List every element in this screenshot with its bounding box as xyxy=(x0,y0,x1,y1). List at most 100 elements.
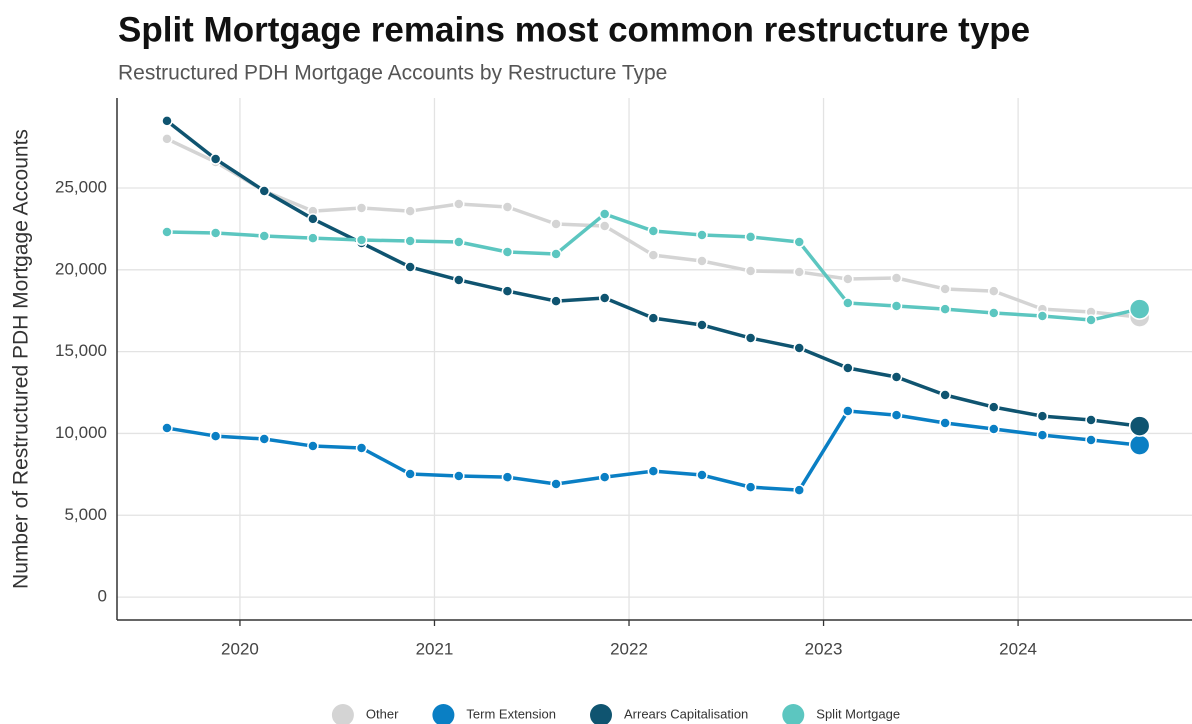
data-point xyxy=(453,274,465,286)
data-point xyxy=(598,292,611,304)
data-point xyxy=(988,423,1000,435)
legend-label: Term Extension xyxy=(466,706,556,721)
data-point xyxy=(355,202,368,214)
legend-swatch xyxy=(782,704,805,724)
data-point xyxy=(258,185,271,197)
data-point xyxy=(501,285,514,297)
data-point xyxy=(1128,298,1151,320)
data-point xyxy=(258,230,271,242)
data-point xyxy=(939,417,951,429)
data-point xyxy=(501,471,514,483)
data-point xyxy=(258,433,271,445)
data-point xyxy=(550,295,562,307)
data-point xyxy=(598,220,611,232)
data-point xyxy=(1128,434,1151,456)
data-point xyxy=(890,409,903,421)
data-point xyxy=(209,153,222,165)
data-point xyxy=(647,312,660,324)
data-point xyxy=(501,201,514,213)
data-point xyxy=(842,405,854,417)
data-point xyxy=(988,285,1000,297)
data-point xyxy=(161,226,173,238)
data-point xyxy=(453,470,465,482)
y-tick-label: 10,000 xyxy=(55,423,107,442)
data-point xyxy=(842,273,854,285)
data-point xyxy=(307,213,319,225)
data-point xyxy=(988,401,1000,413)
data-point xyxy=(550,218,562,230)
data-point xyxy=(939,303,951,315)
x-tick-label: 2021 xyxy=(416,639,454,658)
data-point xyxy=(404,468,416,480)
data-point xyxy=(161,422,173,434)
data-point xyxy=(453,198,465,210)
y-tick-label: 25,000 xyxy=(55,177,107,196)
data-point xyxy=(939,283,951,295)
data-point xyxy=(307,440,319,452)
data-point xyxy=(1085,434,1097,446)
data-point xyxy=(793,342,805,354)
data-point xyxy=(161,115,173,127)
data-point xyxy=(1036,310,1049,322)
data-point xyxy=(1085,414,1097,426)
data-point xyxy=(744,265,757,277)
y-tick-label: 20,000 xyxy=(55,259,107,278)
y-tick-label: 0 xyxy=(98,587,107,606)
data-point xyxy=(209,430,222,442)
data-point xyxy=(696,255,708,267)
data-point xyxy=(696,229,708,241)
legend-label: Arrears Capitalisation xyxy=(624,706,748,721)
series-line xyxy=(165,119,1140,428)
data-point xyxy=(890,272,903,284)
data-point xyxy=(842,297,854,309)
y-tick-label: 5,000 xyxy=(64,505,107,524)
legend-swatch xyxy=(432,704,455,724)
data-point xyxy=(988,307,1000,319)
data-point xyxy=(550,248,562,260)
data-point xyxy=(647,465,660,477)
legend-swatch xyxy=(331,704,354,724)
chart-title: Split Mortgage remains most common restr… xyxy=(118,10,1030,49)
data-point xyxy=(404,205,416,217)
data-point xyxy=(598,471,611,483)
data-point xyxy=(793,484,805,496)
data-point xyxy=(161,133,173,145)
x-tick-label: 2020 xyxy=(221,639,259,658)
y-axis-label: Number of Restructured PDH Mortgage Acco… xyxy=(10,129,33,589)
data-point xyxy=(307,232,319,244)
legend-label: Other xyxy=(366,706,399,721)
x-tick-label: 2023 xyxy=(805,639,843,658)
data-point xyxy=(696,469,708,481)
data-point xyxy=(1036,410,1049,422)
data-point xyxy=(404,235,416,247)
data-point xyxy=(209,227,222,239)
y-tick-label: 15,000 xyxy=(55,341,107,360)
data-point xyxy=(1128,415,1151,437)
legend-label: Split Mortgage xyxy=(816,706,900,721)
chart-subtitle: Restructured PDH Mortgage Accounts by Re… xyxy=(118,62,667,85)
data-point xyxy=(744,481,757,493)
data-point xyxy=(696,319,708,331)
data-point xyxy=(1036,429,1049,441)
x-tick-label: 2024 xyxy=(999,639,1037,658)
data-point xyxy=(598,208,611,220)
data-point xyxy=(647,249,660,261)
data-point xyxy=(890,371,903,383)
data-point xyxy=(550,478,562,490)
data-point xyxy=(453,236,465,248)
data-point xyxy=(647,225,660,237)
x-tick-label: 2022 xyxy=(610,639,648,658)
data-point xyxy=(793,266,805,278)
data-point xyxy=(793,236,805,248)
data-point xyxy=(404,261,416,273)
data-point xyxy=(355,442,368,454)
legend: Other Term Extension Arrears Capitalisatio… xyxy=(331,704,900,724)
data-point xyxy=(1085,314,1097,326)
data-point xyxy=(501,246,514,258)
data-point xyxy=(890,300,903,312)
legend-swatch xyxy=(590,704,612,724)
data-point xyxy=(744,332,757,344)
data-point xyxy=(842,362,854,374)
data-point xyxy=(744,231,757,243)
